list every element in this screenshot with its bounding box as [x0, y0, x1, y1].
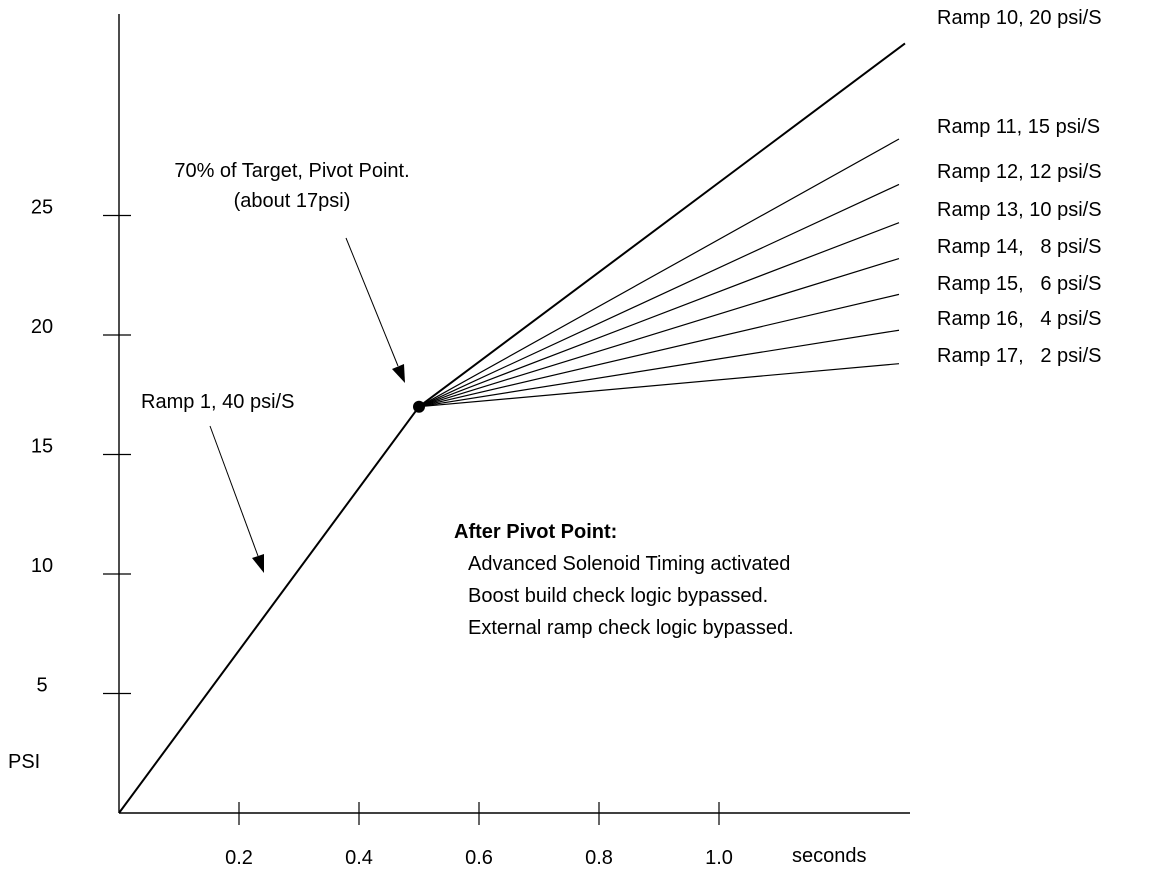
note-line-3: External ramp check logic bypassed.	[468, 617, 794, 639]
series-label: Ramp 17, 2 psi/S	[937, 345, 1102, 367]
series-label: Ramp 12, 12 psi/S	[937, 161, 1102, 183]
x-tick-label: 1.0	[705, 847, 733, 869]
note-line-1: Advanced Solenoid Timing activated	[468, 553, 790, 575]
x-tick-label: 0.4	[345, 847, 373, 869]
series-line	[418, 183, 900, 408]
y-tick-label: 5	[36, 675, 47, 697]
ramp1-annotation: Ramp 1, 40 psi/S	[141, 391, 294, 413]
y-tick-label: 10	[31, 555, 53, 577]
series-line	[418, 222, 900, 408]
axis-ticks: 0.2 0.4 0.6 0.8 1.0 5 10 15 20 25	[31, 197, 733, 870]
pivot-arrow-line	[345, 237, 399, 367]
pivot-annotation-line-2: (about 17psi)	[234, 190, 351, 212]
series-label: Ramp 13, 10 psi/S	[937, 199, 1102, 221]
pivot-point	[413, 400, 425, 413]
series-line	[418, 363, 900, 408]
y-tick-label: 15	[31, 436, 53, 458]
series-line	[418, 293, 900, 408]
y-axis-label: PSI	[8, 751, 40, 773]
series-line	[118, 406, 420, 814]
x-tick-label: 0.6	[465, 847, 493, 869]
series-line	[418, 42, 906, 408]
series-label: Ramp 10, 20 psi/S	[937, 7, 1102, 29]
series-line	[418, 329, 900, 408]
note-line-2: Boost build check logic bypassed.	[468, 585, 768, 607]
chart-lines: Ramp 10, 20 psi/S Ramp 11, 15 psi/S Ramp 1…	[118, 7, 1102, 814]
pivot-annotation-line-1: 70% of Target, Pivot Point.	[174, 160, 409, 182]
y-tick-label: 20	[31, 316, 53, 338]
series-label: Ramp 14, 8 psi/S	[937, 236, 1102, 258]
pivot-arrow-head	[392, 364, 405, 383]
y-tick-label: 25	[31, 197, 53, 219]
ramp1-arrow-head	[252, 554, 264, 573]
x-tick-label: 0.8	[585, 847, 613, 869]
series-label: Ramp 15, 6 psi/S	[937, 273, 1102, 295]
series-line	[418, 257, 900, 408]
note-title: After Pivot Point:	[454, 521, 617, 543]
x-axis-label: seconds	[792, 845, 867, 867]
series-label: Ramp 16, 4 psi/S	[937, 308, 1102, 330]
series-line	[418, 138, 900, 408]
ramp1-arrow-line	[209, 425, 259, 557]
series-label: Ramp 11, 15 psi/S	[937, 116, 1100, 138]
x-tick-label: 0.2	[225, 847, 253, 869]
